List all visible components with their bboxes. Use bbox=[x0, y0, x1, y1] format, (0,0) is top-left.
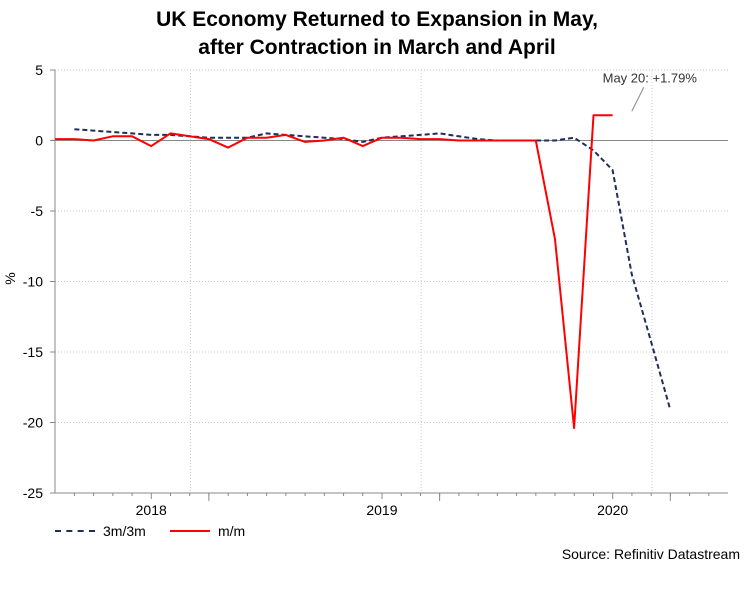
series-line-3m3m bbox=[74, 128, 672, 411]
y-tick-label: -5 bbox=[31, 203, 44, 219]
legend-swatch-solid bbox=[170, 530, 210, 532]
series-line-mm bbox=[55, 114, 613, 430]
legend-item-mm: m/m bbox=[170, 523, 245, 539]
y-tick-label: -25 bbox=[23, 485, 43, 501]
y-tick-label: -20 bbox=[23, 415, 43, 431]
x-year-label: 2019 bbox=[366, 502, 397, 518]
x-year-label: 2020 bbox=[597, 502, 628, 518]
y-axis-label: % bbox=[2, 272, 18, 284]
y-tick-label: -15 bbox=[23, 344, 43, 360]
x-year-label: 2018 bbox=[136, 502, 167, 518]
chart-title-line-1: UK Economy Returned to Expansion in May, bbox=[156, 8, 598, 31]
legend-item-3m3m: 3m/3m bbox=[55, 523, 146, 539]
source-note: Source: Refinitiv Datastream bbox=[561, 546, 740, 562]
chart-title: UK Economy Returned to Expansion in May,… bbox=[0, 6, 754, 62]
annotation-leader bbox=[631, 87, 645, 112]
chart-title-line-2: after Contraction in March and April bbox=[198, 36, 556, 59]
annotation-label: May 20: +1.79% bbox=[603, 70, 698, 85]
y-tick-label: -10 bbox=[23, 274, 43, 290]
legend-label-mm: m/m bbox=[218, 523, 246, 539]
legend-swatch-dashed bbox=[55, 530, 95, 532]
legend-label-3m3m: 3m/3m bbox=[103, 523, 146, 539]
y-tick-label: 0 bbox=[35, 133, 43, 149]
y-tick-label: 5 bbox=[35, 62, 43, 78]
